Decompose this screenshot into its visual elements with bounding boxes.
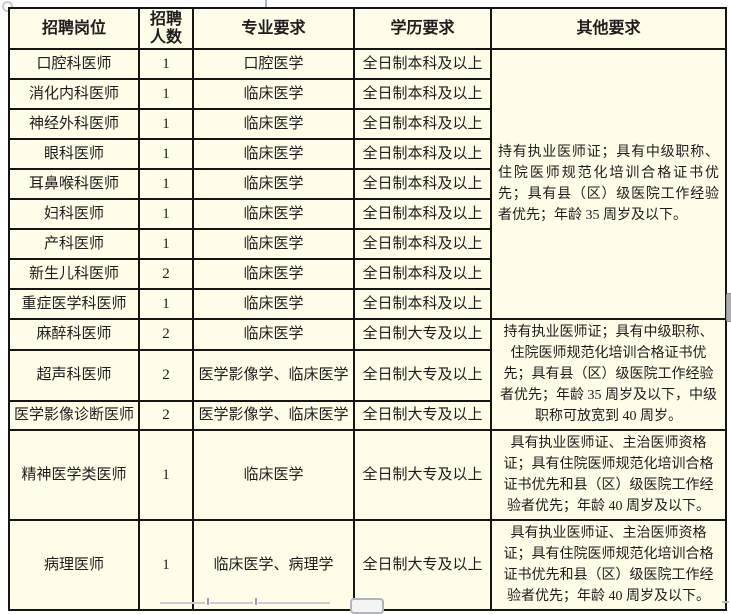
position-cell: 眼科医师: [8, 138, 140, 171]
major-cell: 医学影像学、临床医学: [192, 399, 355, 432]
major-cell: 临床医学: [192, 198, 355, 231]
header-position: 招聘岗位: [8, 6, 140, 51]
table-row: 妇科医师 1 临床医学 全日制本科及以上: [8, 198, 726, 231]
position-cell: 口腔科医师: [8, 48, 140, 81]
table-row: 病理医师 1 临床医学、病理学 全日制大专及以上 具有执业医师证、主治医师资格证…: [8, 519, 727, 612]
major-cell: 口腔医学: [192, 48, 355, 81]
cutoff-text-fragment: [255, 598, 257, 605]
degree-cell: 全日制大专及以上: [353, 348, 492, 402]
recruitment-table: 招聘岗位 招聘 人数 专业要求 学历要求 其他要求 口腔科医师 1 口腔医学 全…: [8, 6, 727, 612]
other-requirements-cell: 具有执业医师证、主治医师资格证；具有住院医师规范化培训合格证书优先和县（区）级医…: [490, 519, 727, 612]
count-cell: 2: [138, 258, 194, 291]
cutoff-text-fragment: [258, 602, 330, 604]
major-cell: 临床医学: [192, 138, 355, 171]
degree-cell: 全日制大专及以上: [353, 318, 492, 351]
cutoff-text-fragment: [160, 602, 205, 604]
major-cell: 临床医学: [192, 258, 355, 291]
degree-cell: 全日制本科及以上: [353, 48, 492, 81]
degree-cell: 全日制本科及以上: [353, 198, 492, 231]
major-cell: 临床医学: [192, 168, 355, 201]
count-cell: 1: [138, 78, 194, 111]
cutoff-circle-fragment: [2, 1, 13, 12]
position-cell: 超声科医师: [8, 348, 140, 402]
count-cell: 1: [138, 198, 194, 231]
major-cell: 临床医学: [192, 288, 355, 321]
degree-cell: 全日制本科及以上: [353, 168, 492, 201]
cutoff-text-fragment: [207, 598, 209, 605]
count-cell: 2: [138, 399, 194, 432]
cutoff-text-fragment: [210, 602, 253, 604]
table-row: 医学影像诊断医师 2 医学影像学、临床医学 全日制大专及以上: [8, 399, 726, 432]
count-cell: 1: [138, 519, 194, 612]
position-cell: 重症医学科医师: [8, 288, 140, 321]
other-requirements-cell: 具有执业医师证、主治医师资格证；具有住院医师规范化培训合格证书优先和县（区）级医…: [490, 429, 727, 522]
degree-cell: 全日制本科及以上: [353, 78, 492, 111]
count-cell: 1: [138, 228, 194, 261]
position-cell: 麻醉科医师: [8, 318, 140, 351]
table-row: 精神医学类医师 1 临床医学 全日制大专及以上 具有执业医师证、主治医师资格证；…: [8, 429, 727, 522]
count-cell: 2: [138, 348, 194, 402]
header-major: 专业要求: [192, 6, 355, 51]
count-cell: 1: [138, 48, 194, 81]
table-row: 眼科医师 1 临床医学 全日制本科及以上: [8, 138, 726, 171]
cutoff-line-fragment: [265, 0, 267, 8]
header-count: 招聘 人数: [138, 6, 194, 51]
position-cell: 妇科医师: [8, 198, 140, 231]
degree-cell: 全日制大专及以上: [353, 519, 492, 612]
count-cell: 1: [138, 288, 194, 321]
degree-cell: 全日制本科及以上: [353, 258, 492, 291]
position-cell: 新生儿科医师: [8, 258, 140, 291]
position-cell: 产科医师: [8, 228, 140, 261]
count-cell: 1: [138, 429, 194, 522]
table-row: 重症医学科医师 1 临床医学 全日制本科及以上: [8, 288, 726, 321]
scrollbar-thumb-fragment[interactable]: [726, 293, 731, 322]
table-row: 耳鼻喉科医师 1 临床医学 全日制本科及以上: [8, 168, 726, 201]
degree-cell: 全日制本科及以上: [353, 138, 492, 171]
table-header-row: 招聘岗位 招聘 人数 专业要求 学历要求 其他要求: [8, 6, 727, 51]
degree-cell: 全日制本科及以上: [353, 288, 492, 321]
major-cell: 临床医学: [192, 318, 355, 351]
degree-cell: 全日制本科及以上: [353, 228, 492, 261]
cutoff-button-fragment: [350, 598, 384, 614]
major-cell: 临床医学: [192, 108, 355, 141]
position-cell: 病理医师: [8, 519, 140, 612]
position-cell: 消化内科医师: [8, 78, 140, 111]
table-row: 麻醉科医师 2 临床医学 全日制大专及以上 持有执业医师证；具有中级职称、住院医…: [8, 318, 727, 432]
major-cell: 临床医学: [192, 78, 355, 111]
cutoff-text-fragment: [722, 601, 729, 603]
table-row: 新生儿科医师 2 临床医学 全日制本科及以上: [8, 258, 726, 291]
other-requirements-cell: 持有执业医师证；具有中级职称、住院医师规范化培训合格证书优先；具有县（区）级医院…: [490, 318, 727, 432]
major-cell: 临床医学: [192, 228, 355, 261]
other-requirements-cell: 持有执业医师证；具有中级职称、住院医师规范化培训合格证书优先；具有县（区）级医院…: [490, 48, 727, 321]
count-cell: 1: [138, 138, 194, 171]
degree-cell: 全日制大专及以上: [353, 399, 492, 432]
header-other: 其他要求: [490, 6, 727, 51]
degree-cell: 全日制本科及以上: [353, 108, 492, 141]
position-cell: 精神医学类医师: [8, 429, 140, 522]
table-row: 消化内科医师 1 临床医学 全日制本科及以上: [8, 78, 726, 111]
count-cell: 1: [138, 108, 194, 141]
header-degree: 学历要求: [353, 6, 492, 51]
degree-cell: 全日制大专及以上: [353, 429, 492, 522]
position-cell: 耳鼻喉科医师: [8, 168, 140, 201]
table-row: 口腔科医师 1 口腔医学 全日制本科及以上 持有执业医师证；具有中级职称、住院医…: [8, 48, 727, 321]
position-cell: 医学影像诊断医师: [8, 399, 140, 432]
major-cell: 临床医学: [192, 429, 355, 522]
count-cell: 1: [138, 168, 194, 201]
position-cell: 神经外科医师: [8, 108, 140, 141]
major-cell: 临床医学、病理学: [192, 519, 355, 612]
count-cell: 2: [138, 318, 194, 351]
table-row: 神经外科医师 1 临床医学 全日制本科及以上: [8, 108, 726, 141]
table-row: 超声科医师 2 医学影像学、临床医学 全日制大专及以上: [8, 348, 726, 402]
major-cell: 医学影像学、临床医学: [192, 348, 355, 402]
table-row: 产科医师 1 临床医学 全日制本科及以上: [8, 228, 726, 261]
